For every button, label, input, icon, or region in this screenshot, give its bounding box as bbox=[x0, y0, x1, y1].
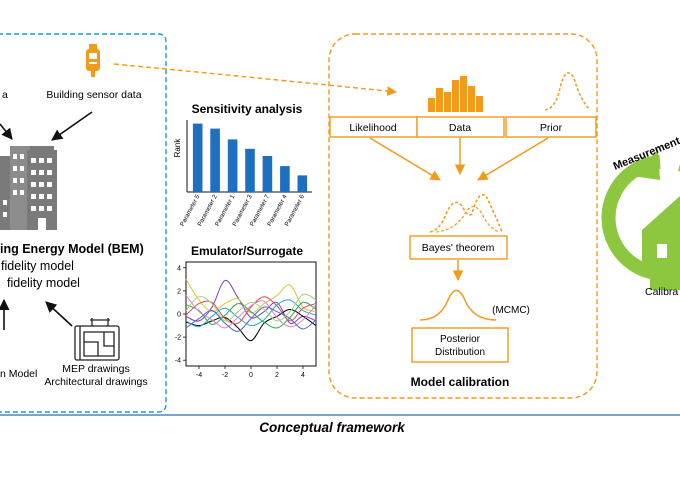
emulator-y-tick-label: -2 bbox=[175, 335, 181, 342]
sensitivity-bar bbox=[297, 175, 308, 192]
bimodal-curve-icon bbox=[429, 194, 503, 233]
sensitivity-title: Sensitivity analysis bbox=[192, 102, 303, 116]
conceptual-framework-caption: Conceptual framework bbox=[259, 420, 406, 435]
emulator-y-tick-label: 0 bbox=[177, 312, 181, 319]
model-calibration-title: Model calibration bbox=[411, 375, 510, 389]
rank-axis-label: Rank bbox=[173, 138, 182, 158]
prior-curve-icon bbox=[544, 72, 591, 111]
left-panel-dashed-border bbox=[0, 33, 167, 413]
green-house-icon bbox=[642, 196, 680, 290]
posterior-distribution-box bbox=[411, 327, 509, 363]
arrow-prior-to-bayes bbox=[477, 137, 549, 181]
sensor-label: Building sensor data bbox=[46, 89, 141, 101]
emulator-x-tick-label: -4 bbox=[196, 372, 202, 379]
arrow-sensor-to-calibration bbox=[113, 63, 397, 96]
sensor-icon bbox=[86, 44, 100, 77]
sensitivity-bar bbox=[210, 128, 220, 192]
emulator-series-line bbox=[185, 279, 317, 314]
emulator-series-line bbox=[185, 296, 317, 325]
calibration-dashed-border bbox=[328, 33, 598, 399]
overlap-curve-icon bbox=[435, 205, 501, 233]
data-histogram-icon bbox=[428, 76, 483, 112]
emulator-series-line bbox=[185, 279, 317, 325]
middle-panel: Sensitivity analysis Rank Parameter 5Par… bbox=[173, 102, 317, 379]
emulator-y-tick-label: 4 bbox=[177, 265, 181, 272]
calibration-panel: Likelihood Data Prior Bayes' theorem (MC… bbox=[328, 33, 598, 399]
blueprint-icon bbox=[74, 318, 120, 361]
calibrated-fragment: Calibra bbox=[645, 286, 678, 298]
emulator-title: Emulator/Surrogate bbox=[191, 244, 303, 258]
mcmc-label: (MCMC) bbox=[492, 305, 530, 316]
posterior-curve-icon bbox=[419, 289, 497, 321]
posterior-label-line2: Distribution bbox=[435, 347, 485, 358]
emulator-y-tick-label: 2 bbox=[177, 288, 181, 295]
likelihood-label: Likelihood bbox=[349, 122, 396, 134]
sensitivity-bar bbox=[262, 156, 273, 192]
emulator-series-line bbox=[185, 299, 317, 328]
mep-drawings-label: MEP drawings bbox=[62, 363, 130, 375]
emulator-x-tick-label: -2 bbox=[222, 372, 228, 379]
sensitivity-bar bbox=[280, 166, 290, 192]
emulator-x-tick-label: 2 bbox=[275, 372, 279, 379]
arrow-to-building-left bbox=[0, 123, 13, 140]
house-window-icon bbox=[657, 244, 667, 258]
bem-title: ing Energy Model (BEM) bbox=[0, 242, 144, 256]
emulator-series-line bbox=[185, 301, 317, 329]
bayes-theorem-box bbox=[409, 235, 508, 260]
emulator-y-tick-label: -4 bbox=[175, 358, 181, 365]
high-fidelity-label: fidelity model bbox=[1, 259, 74, 273]
low-fidelity-label: fidelity model bbox=[7, 276, 80, 290]
right-panel: Measurement Calibra bbox=[601, 135, 680, 298]
arrow-likelihood-to-bayes bbox=[369, 137, 441, 181]
building-icon bbox=[0, 146, 57, 230]
emulator-series-line bbox=[185, 308, 317, 342]
data-label: Data bbox=[449, 122, 471, 134]
prior-label: Prior bbox=[540, 122, 563, 134]
arrow-drawings-to-bem bbox=[45, 301, 73, 327]
sensitivity-bar bbox=[192, 123, 203, 192]
emulator-chart: -4 -2 0 2 4 4 2 0 -2 -4 bbox=[175, 261, 317, 379]
bottom-left-fragment: n Model bbox=[0, 368, 37, 380]
emulator-series-line bbox=[185, 295, 317, 329]
cycle-arrow-head-icon bbox=[632, 150, 660, 180]
emulator-x-tick-label: 0 bbox=[249, 372, 253, 379]
bayes-theorem-label: Bayes' theorem bbox=[422, 242, 495, 254]
left-panel: a Building sensor data bbox=[0, 33, 167, 413]
architectural-drawings-label: Architectural drawings bbox=[44, 376, 147, 388]
arrow-sensor-to-building bbox=[51, 111, 93, 141]
sensitivity-bar bbox=[227, 139, 238, 192]
emulator-series-line bbox=[185, 293, 317, 322]
emulator-series-line bbox=[185, 306, 317, 332]
posterior-label-line1: Posterior bbox=[440, 334, 481, 345]
emulator-x-tick-label: 4 bbox=[301, 372, 305, 379]
top-left-fragment: a bbox=[2, 89, 8, 101]
prior-box bbox=[505, 116, 597, 138]
data-box bbox=[416, 116, 505, 138]
emulator-plot-frame bbox=[185, 261, 317, 367]
sensitivity-bar bbox=[245, 148, 255, 192]
